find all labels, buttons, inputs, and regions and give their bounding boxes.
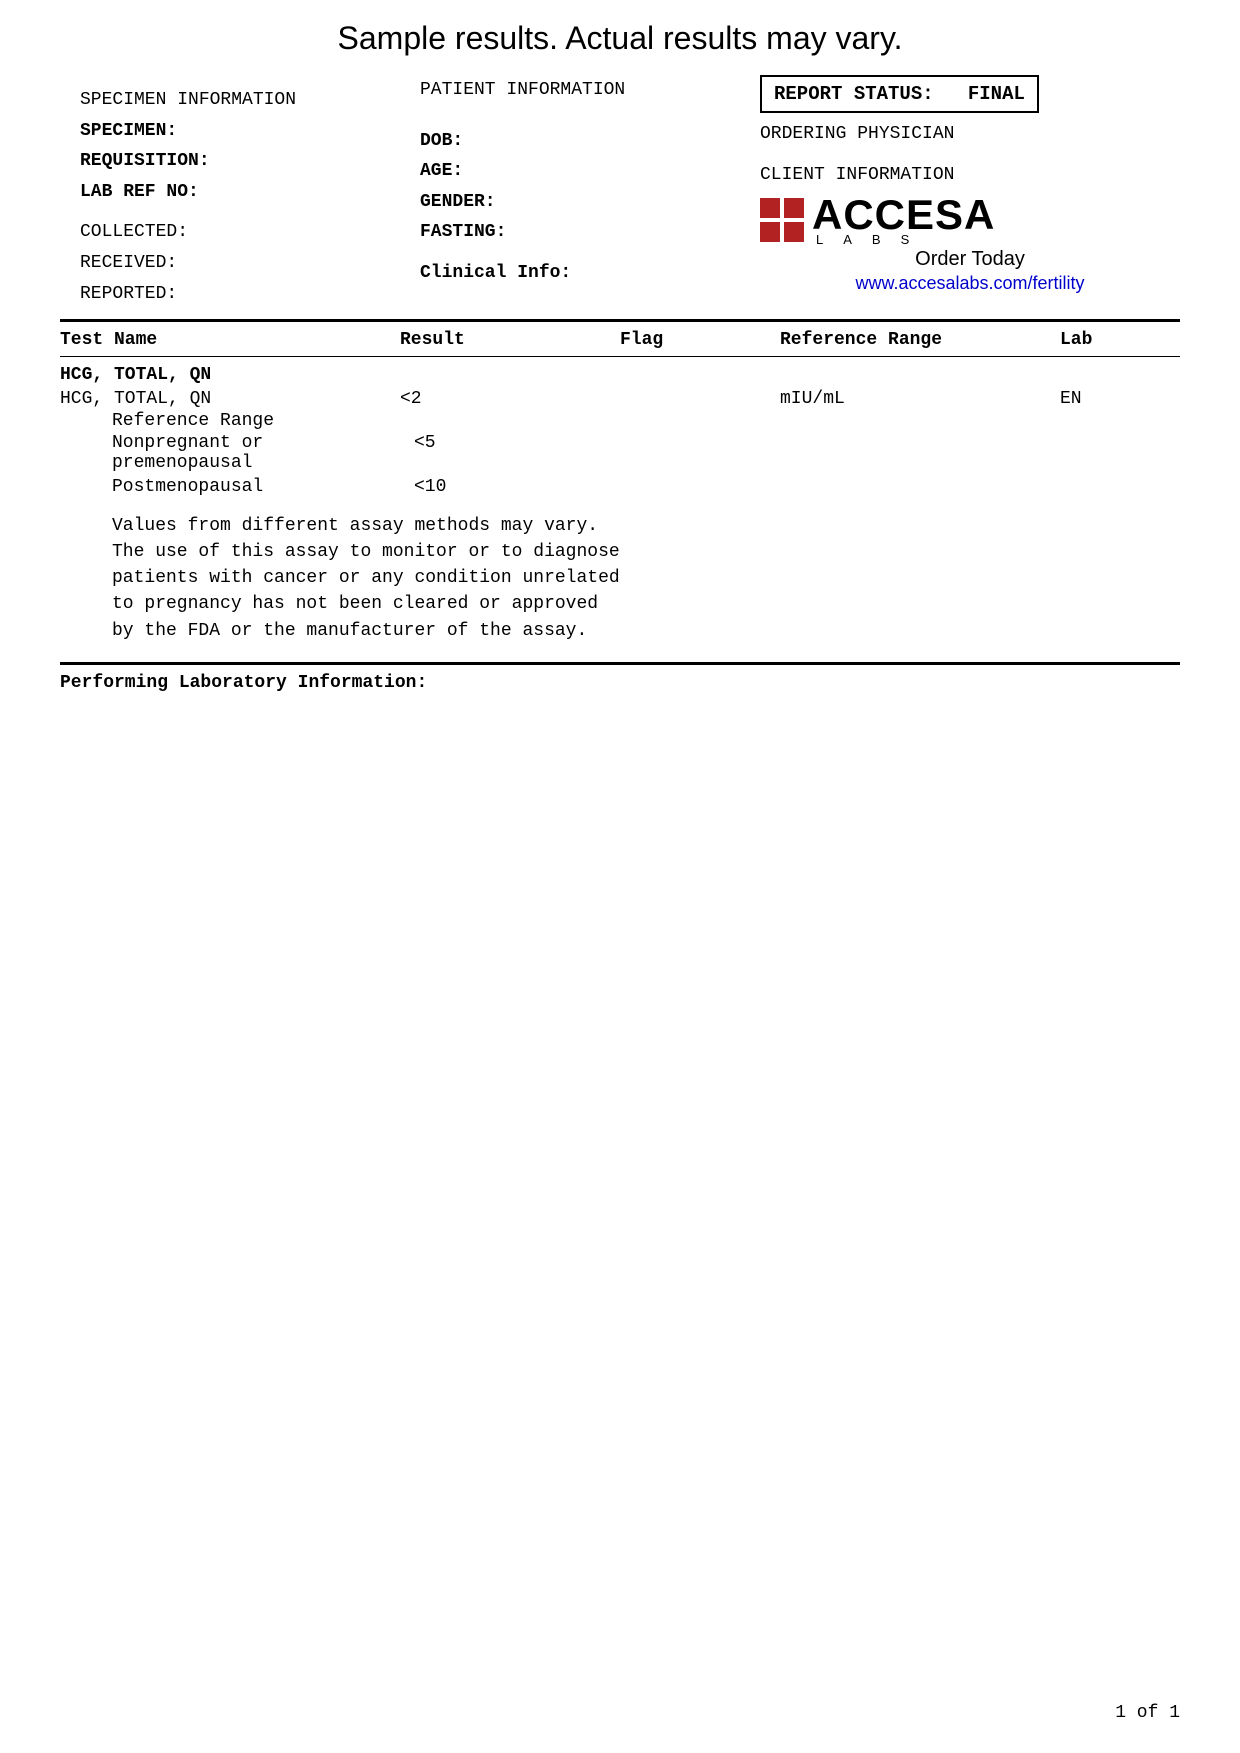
brand-logo: ACCESA LABS [760,196,1180,245]
test-units: mIU/mL [780,389,1060,409]
divider-thick [60,662,1180,665]
gender-label: GENDER: [420,187,750,218]
dob-label: DOB: [420,126,750,157]
order-today-cta: Order Today [760,248,1180,271]
test-lab: EN [1060,389,1180,409]
test-result: <2 [400,389,620,409]
report-status-label: REPORT STATUS: [774,83,934,105]
sample-banner: Sample results. Actual results may vary. [60,20,1180,57]
ref-range-heading: Reference Range [60,411,1180,431]
report-status-box: REPORT STATUS: FINAL [760,75,1039,113]
fasting-label: FASTING: [420,217,750,248]
brand-link[interactable]: www.accesalabs.com/fertility [760,273,1180,294]
labref-label: LAB REF NO: [80,177,410,208]
col-test-name: Test Name [60,330,400,350]
reported-label: REPORTED: [80,279,410,310]
age-label: AGE: [420,156,750,187]
client-info-label: CLIENT INFORMATION [760,160,1180,191]
results-table-header: Test Name Result Flag Reference Range La… [60,328,1180,352]
col-result: Result [400,330,620,350]
ref-row: Nonpregnant or premenopausal <5 [60,431,1180,475]
received-label: RECEIVED: [80,248,410,279]
assay-note: Values from different assay methods may … [60,513,620,643]
divider-thick [60,319,1180,322]
brand-text: ACCESA LABS [812,196,995,245]
lab-report-page: Sample results. Actual results may vary.… [0,0,1240,693]
col-ref-range: Reference Range [780,330,1060,350]
ordering-physician-label: ORDERING PHYSICIAN [760,119,1180,150]
ref-value: <10 [400,477,620,497]
test-flag [620,389,780,409]
test-name: HCG, TOTAL, QN [60,389,400,409]
brand-name: ACCESA [812,196,995,234]
panel-name: HCG, TOTAL, QN [60,363,1180,387]
specimen-column: SPECIMEN INFORMATION SPECIMEN: REQUISITI… [60,75,410,309]
report-header: SPECIMEN INFORMATION SPECIMEN: REQUISITI… [60,75,1180,309]
collected-label: COLLECTED: [80,217,410,248]
patient-column: PATIENT INFORMATION DOB: AGE: GENDER: FA… [420,75,750,309]
result-row: HCG, TOTAL, QN <2 mIU/mL EN [60,387,1180,411]
divider-thin [60,356,1180,357]
col-flag: Flag [620,330,780,350]
ref-label: Nonpregnant or premenopausal [60,433,400,473]
patient-heading: PATIENT INFORMATION [420,75,750,106]
logo-squares-icon [760,198,804,246]
specimen-heading: SPECIMEN INFORMATION [80,85,410,116]
clinical-info-label: Clinical Info: [420,258,750,289]
specimen-label: SPECIMEN: [80,116,410,147]
ref-label: Postmenopausal [60,477,400,497]
page-number: 1 of 1 [1115,1703,1180,1723]
report-status-value: FINAL [968,83,1025,105]
brand-block: ACCESA LABS Order Today www.accesalabs.c… [760,196,1180,293]
performing-lab-heading: Performing Laboratory Information: [60,673,1180,693]
requisition-label: REQUISITION: [80,146,410,177]
report-column: REPORT STATUS: FINAL ORDERING PHYSICIAN … [760,75,1180,309]
col-lab: Lab [1060,330,1180,350]
ref-row: Postmenopausal <10 [60,475,1180,499]
ref-value: <5 [400,433,620,473]
